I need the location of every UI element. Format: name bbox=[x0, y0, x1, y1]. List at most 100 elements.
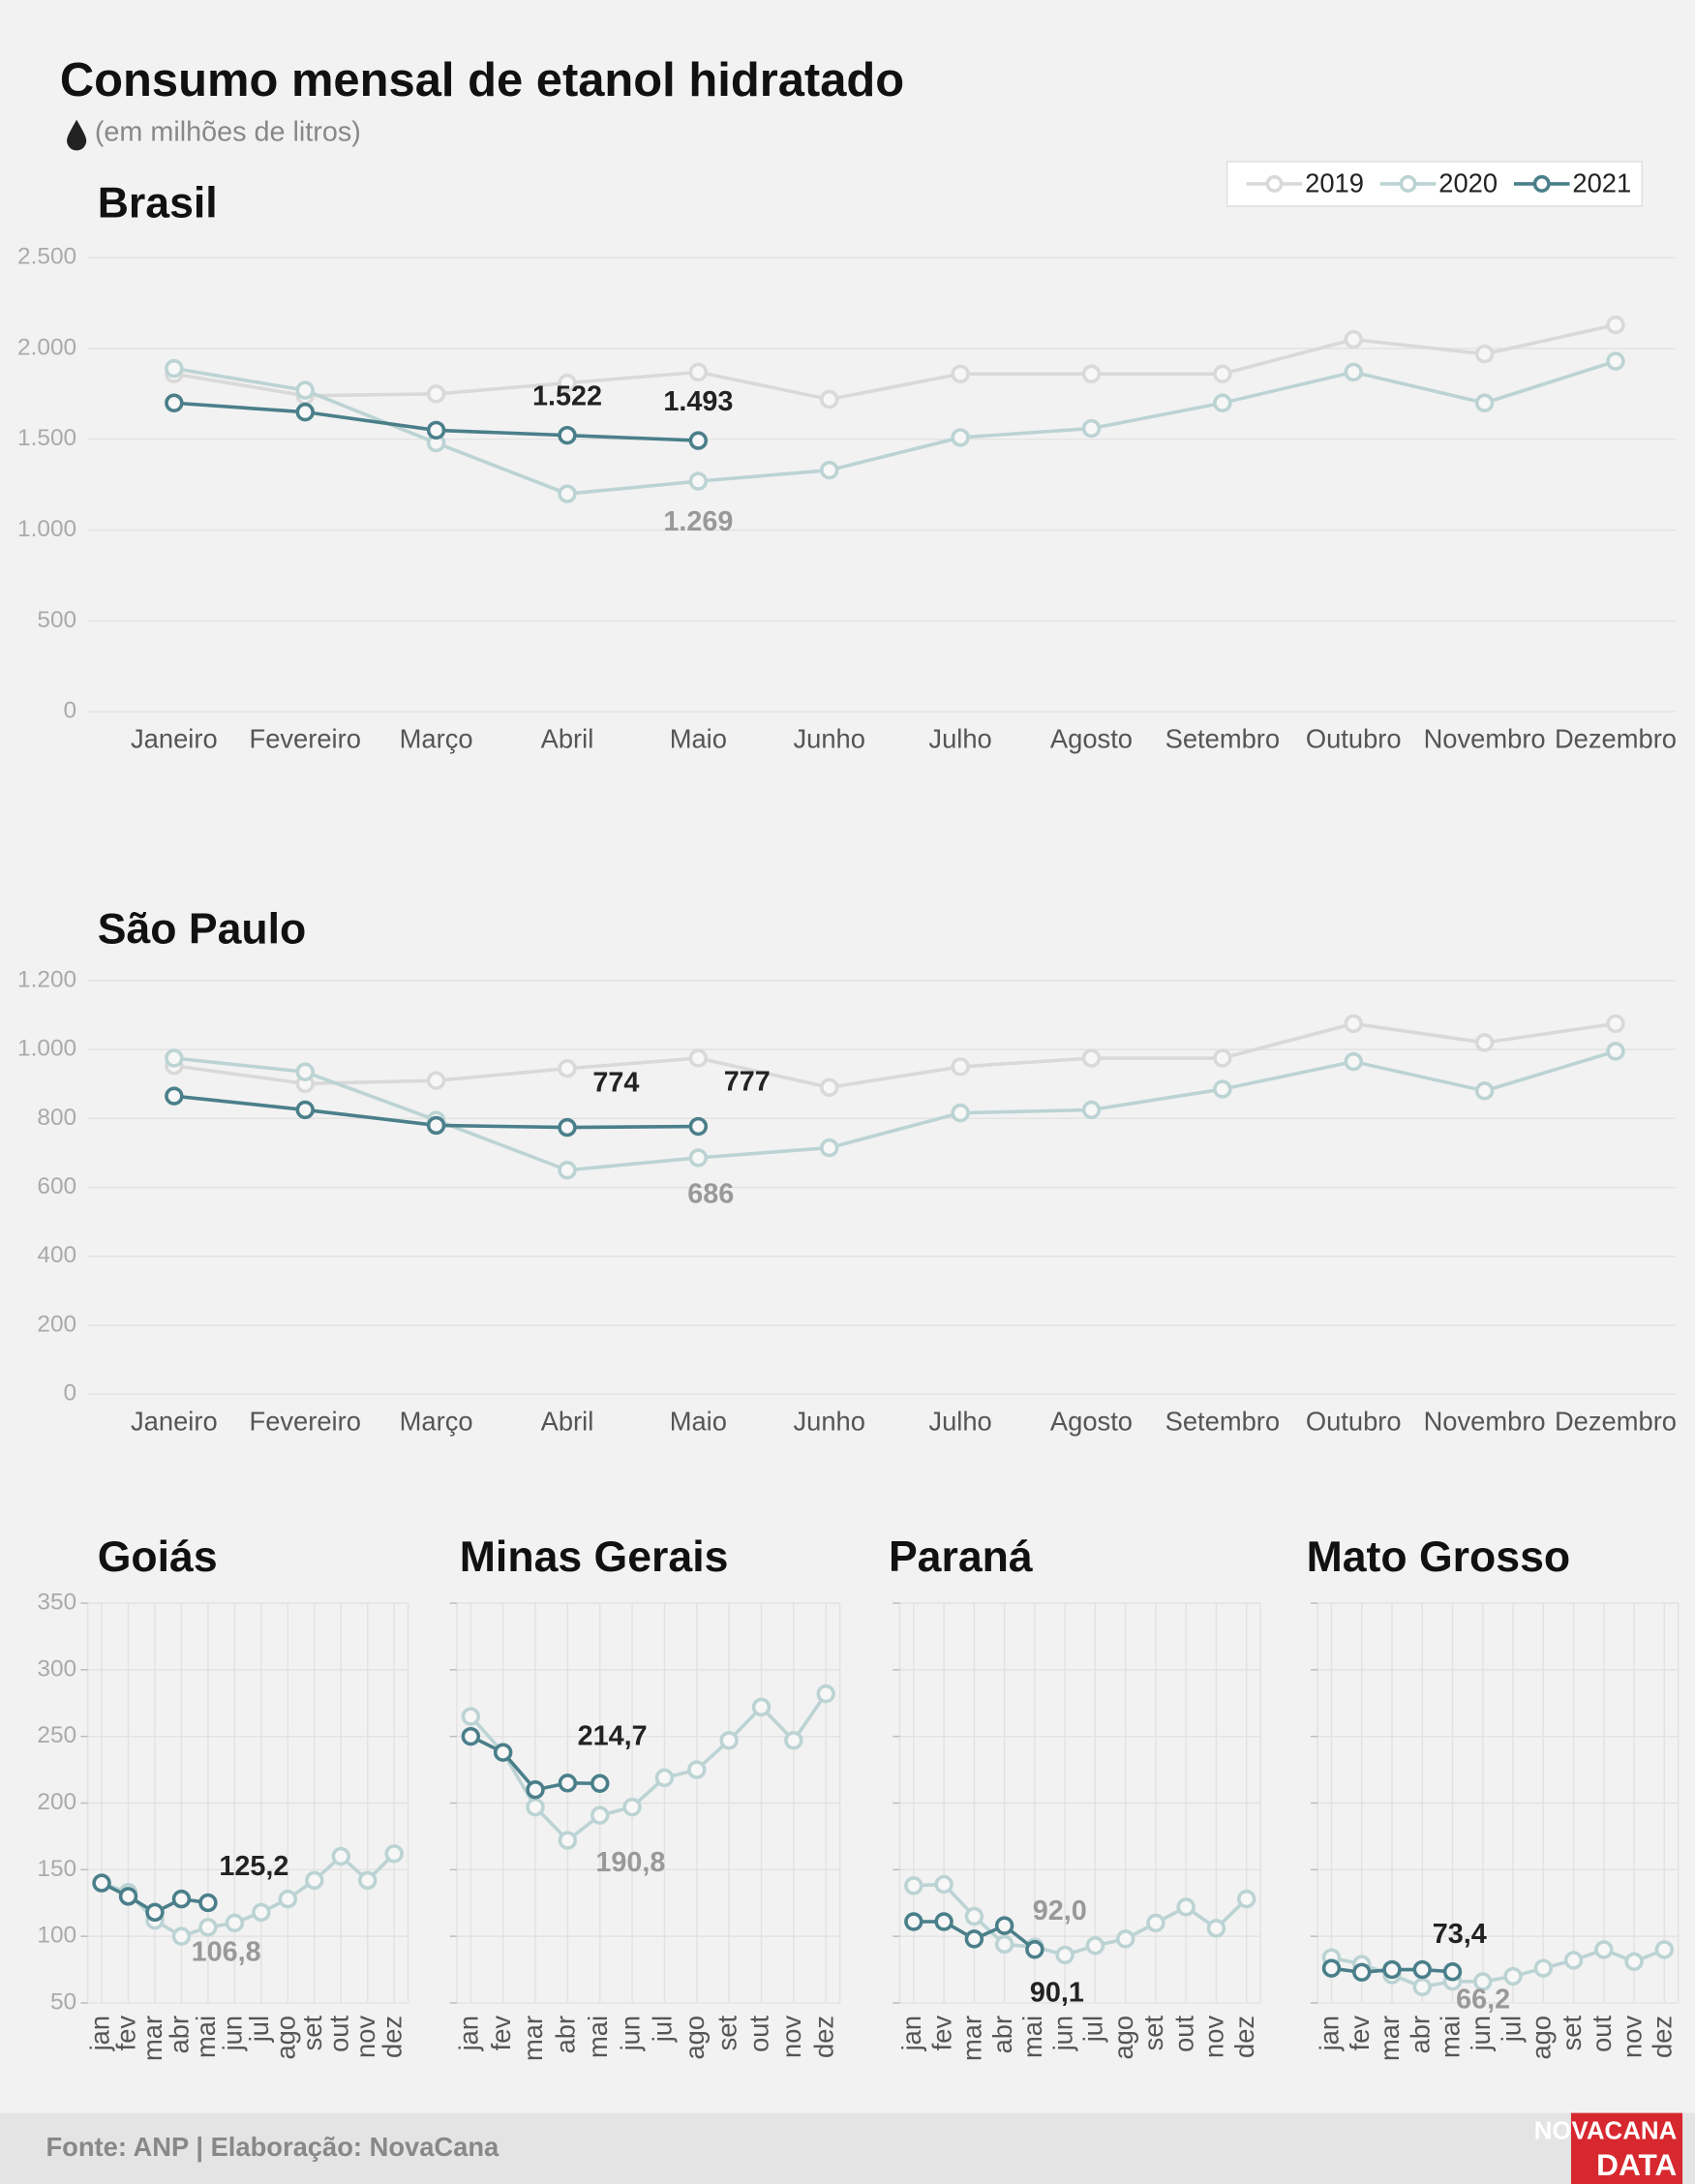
x-tick-label: Agosto bbox=[1050, 724, 1133, 754]
data-point bbox=[820, 1077, 839, 1097]
x-tick-label: mai bbox=[191, 2016, 221, 2058]
x-tick-label: mar bbox=[957, 2016, 987, 2061]
data-point bbox=[1606, 315, 1625, 335]
data-point bbox=[1606, 351, 1625, 371]
data-point bbox=[1442, 1962, 1463, 1982]
x-tick-label: jun bbox=[1047, 2016, 1077, 2051]
x-tick-label: jul bbox=[1496, 2016, 1526, 2043]
x-tick-label: Julho bbox=[928, 1407, 991, 1437]
page-title: Consumo mensal de etanol hidratado bbox=[60, 54, 904, 106]
x-tick-label: dez bbox=[377, 2016, 407, 2058]
data-point bbox=[1115, 1929, 1135, 1949]
data-point bbox=[934, 1874, 953, 1895]
logo-box bbox=[1570, 2112, 1683, 2184]
data-point bbox=[1025, 1940, 1044, 1959]
x-tick-label: fev bbox=[926, 2016, 956, 2051]
x-tick-label: jan bbox=[896, 2016, 926, 2051]
x-tick-label: nov bbox=[350, 2016, 380, 2058]
x-tick-label: Setembro bbox=[1165, 724, 1280, 754]
x-tick-label: Fevereiro bbox=[250, 1407, 361, 1437]
x-tick-label: abr bbox=[987, 2016, 1017, 2054]
data-point bbox=[1474, 344, 1495, 364]
data-point bbox=[1213, 393, 1232, 412]
data-point bbox=[357, 1870, 378, 1891]
data-point bbox=[688, 471, 709, 491]
data-point bbox=[558, 1774, 578, 1793]
chart-title: Brasil bbox=[98, 180, 218, 228]
data-point bbox=[1473, 1972, 1493, 1991]
x-tick-label: mai bbox=[1017, 2016, 1047, 2058]
data-point bbox=[820, 460, 839, 480]
data-point bbox=[278, 1889, 298, 1909]
data-point bbox=[622, 1797, 642, 1817]
y-tick-label: 200 bbox=[37, 1789, 76, 1815]
x-tick-label: dez bbox=[1648, 2016, 1678, 2058]
data-label: 90,1 bbox=[1030, 1977, 1084, 2008]
y-tick-label: 1.500 bbox=[17, 425, 76, 451]
chart-title: Paraná bbox=[889, 1533, 1033, 1581]
logo-text: NOVACANA bbox=[1534, 2118, 1678, 2145]
data-point bbox=[558, 425, 577, 445]
data-point bbox=[751, 1697, 772, 1717]
x-tick-label: Junho bbox=[793, 724, 864, 754]
data-point bbox=[904, 1876, 923, 1896]
data-label: 686 bbox=[687, 1178, 734, 1209]
x-tick-label: dez bbox=[808, 2016, 838, 2058]
data-point bbox=[1474, 1033, 1495, 1052]
legend-label: 2020 bbox=[1438, 168, 1498, 198]
data-point bbox=[331, 1846, 350, 1866]
data-point bbox=[295, 380, 315, 400]
data-point bbox=[305, 1870, 324, 1891]
data-point bbox=[688, 431, 709, 450]
y-tick-label: 350 bbox=[37, 1589, 76, 1615]
chart-title: Mato Grosso bbox=[1307, 1533, 1571, 1581]
data-point bbox=[1206, 1919, 1226, 1938]
data-point bbox=[1594, 1940, 1614, 1959]
x-tick-label: Abril bbox=[541, 1407, 594, 1437]
data-point bbox=[295, 1062, 315, 1081]
footer-band bbox=[0, 2112, 1695, 2184]
data-point bbox=[558, 373, 577, 393]
data-point bbox=[1344, 1051, 1363, 1072]
data-point bbox=[688, 1148, 709, 1168]
data-point bbox=[994, 1916, 1014, 1935]
data-point bbox=[590, 1774, 610, 1793]
series-line bbox=[173, 1049, 1617, 1172]
x-tick-label: out bbox=[1587, 2016, 1617, 2052]
x-tick-label: abr bbox=[1405, 2016, 1435, 2054]
x-tick-label: Abril bbox=[541, 724, 594, 754]
x-tick-label: jul bbox=[1078, 2016, 1108, 2043]
data-point bbox=[165, 358, 184, 379]
data-point bbox=[165, 1048, 184, 1068]
data-point bbox=[590, 1805, 610, 1825]
x-tick-label: jan bbox=[1315, 2016, 1345, 2051]
page-subtitle: (em milhões de litros) bbox=[95, 117, 361, 148]
data-point bbox=[426, 384, 446, 404]
data-point bbox=[225, 1913, 245, 1933]
series-line bbox=[173, 359, 1617, 496]
data-point bbox=[198, 1893, 218, 1913]
data-point bbox=[558, 1161, 577, 1180]
data-point bbox=[934, 1912, 953, 1931]
series-line bbox=[173, 1021, 1617, 1090]
data-point bbox=[1352, 1962, 1372, 1983]
y-tick-label: 1.000 bbox=[17, 516, 76, 542]
y-tick-label: 50 bbox=[50, 1988, 76, 2015]
legend-marker bbox=[1265, 174, 1284, 193]
x-tick-label: ago bbox=[1108, 2016, 1138, 2060]
x-tick-label: fev bbox=[1345, 2016, 1375, 2051]
y-tick-label: 2.000 bbox=[17, 334, 76, 360]
data-point bbox=[688, 362, 709, 382]
data-point bbox=[1055, 1945, 1075, 1965]
data-point bbox=[1081, 418, 1102, 439]
data-point bbox=[526, 1780, 545, 1800]
y-tick-label: 0 bbox=[64, 1380, 77, 1407]
legend-marker bbox=[1532, 174, 1551, 193]
data-point bbox=[1146, 1913, 1165, 1933]
data-point bbox=[1344, 329, 1363, 349]
series-line bbox=[173, 322, 1617, 402]
x-tick-label: set bbox=[1557, 2016, 1587, 2051]
x-tick-label: out bbox=[323, 2016, 353, 2052]
x-tick-label: Dezembro bbox=[1555, 1407, 1677, 1437]
x-tick-label: Setembro bbox=[1165, 1407, 1280, 1437]
